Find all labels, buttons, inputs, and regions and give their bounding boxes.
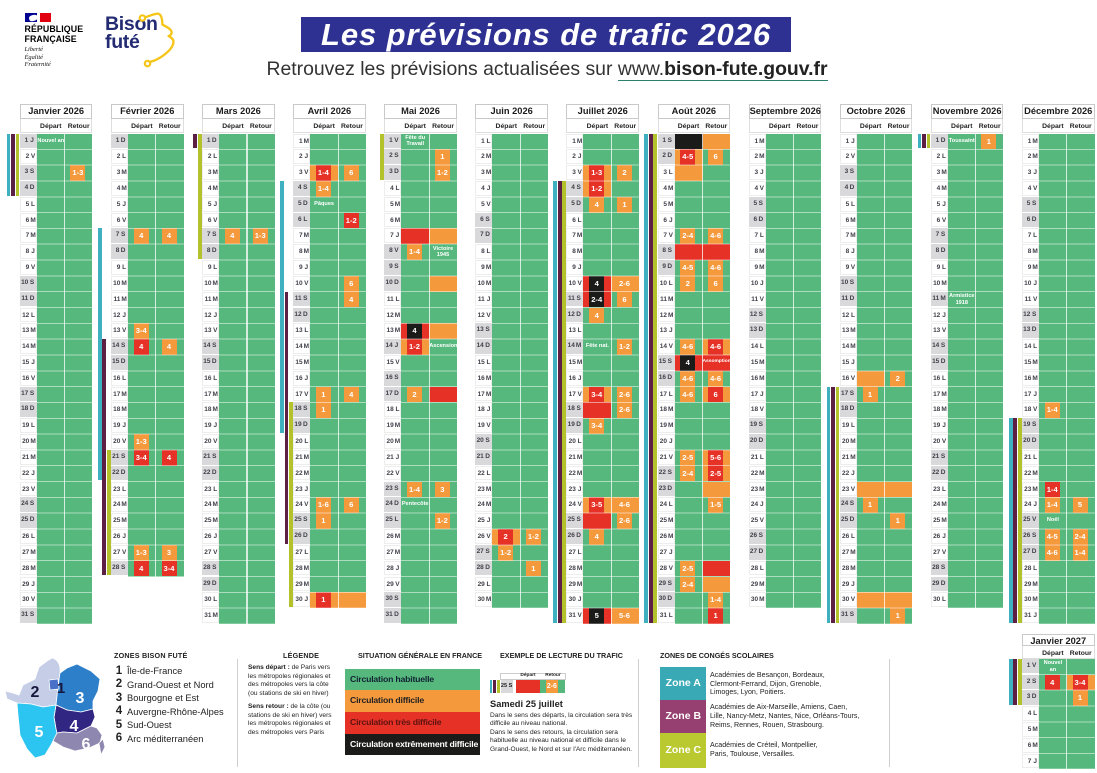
svg-text:3: 3 [76, 690, 85, 707]
svg-text:2: 2 [31, 684, 40, 701]
svg-text:4: 4 [70, 718, 79, 735]
svg-text:6: 6 [82, 736, 91, 753]
svg-text:5: 5 [35, 724, 44, 741]
svg-text:1: 1 [57, 680, 65, 697]
